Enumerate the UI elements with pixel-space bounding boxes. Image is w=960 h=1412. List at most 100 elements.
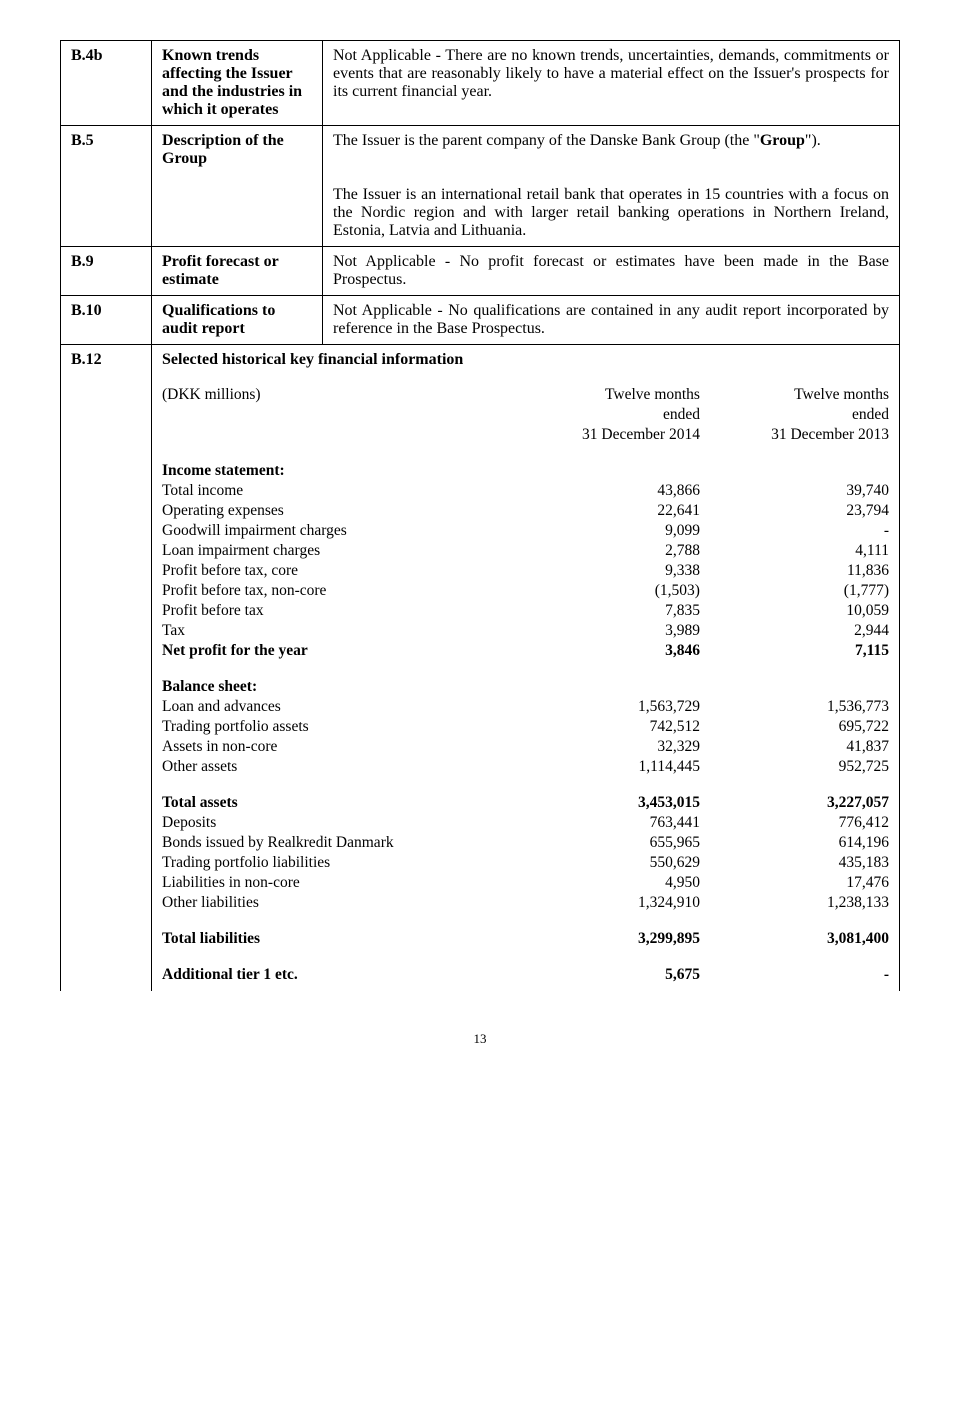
inc-7-a: 3,989 bbox=[511, 621, 700, 641]
b9-label: Profit forecast or estimate bbox=[152, 247, 323, 296]
bal2-0-a: 763,441 bbox=[511, 813, 700, 833]
bal-1-l: Trading portfolio assets bbox=[162, 717, 511, 737]
bal-0-l: Loan and advances bbox=[162, 697, 511, 717]
inc-6-b: 10,059 bbox=[700, 601, 889, 621]
inc-7-b: 2,944 bbox=[700, 621, 889, 641]
bal-2-a: 32,329 bbox=[511, 737, 700, 757]
tl-a: 3,299,895 bbox=[511, 929, 700, 949]
inc-3-a: 2,788 bbox=[511, 541, 700, 561]
row-b5-p1: B.5 Description of the Group The Issuer … bbox=[61, 126, 900, 175]
inc-2-l: Goodwill impairment charges bbox=[162, 521, 511, 541]
net-l: Net profit for the year bbox=[162, 641, 511, 661]
financial-table: (DKK millions) Twelve months Twelve mont… bbox=[162, 385, 889, 985]
at-b: - bbox=[700, 965, 889, 985]
fin-h1b: ended bbox=[511, 405, 700, 425]
bal-2-l: Assets in non-core bbox=[162, 737, 511, 757]
inc-4-l: Profit before tax, core bbox=[162, 561, 511, 581]
b5-empty2 bbox=[152, 174, 323, 247]
inc-2-a: 9,099 bbox=[511, 521, 700, 541]
bal-head: Balance sheet: bbox=[162, 677, 889, 697]
row-b12-body: (DKK millions) Twelve months Twelve mont… bbox=[61, 375, 900, 991]
income-head: Income statement: bbox=[162, 461, 889, 481]
bal-0-b: 1,536,773 bbox=[700, 697, 889, 717]
inc-2-b: - bbox=[700, 521, 889, 541]
tl-l: Total liabilities bbox=[162, 929, 511, 949]
bal2-1-l: Bonds issued by Realkredit Danmark bbox=[162, 833, 511, 853]
b12-id: B.12 bbox=[61, 345, 152, 376]
b4b-text: Not Applicable - There are no known tren… bbox=[323, 41, 900, 126]
ta-b: 3,227,057 bbox=[700, 793, 889, 813]
inc-6-l: Profit before tax bbox=[162, 601, 511, 621]
bal-0-a: 1,563,729 bbox=[511, 697, 700, 717]
b4b-id: B.4b bbox=[61, 41, 152, 126]
row-b10: B.10 Qualifications to audit report Not … bbox=[61, 296, 900, 345]
b12-empty bbox=[61, 375, 152, 991]
inc-1-a: 22,641 bbox=[511, 501, 700, 521]
bal-2-b: 41,837 bbox=[700, 737, 889, 757]
fin-h2b: ended bbox=[700, 405, 889, 425]
inc-4-a: 9,338 bbox=[511, 561, 700, 581]
inc-1-b: 23,794 bbox=[700, 501, 889, 521]
net-b: 7,115 bbox=[700, 641, 889, 661]
inc-0-a: 43,866 bbox=[511, 481, 700, 501]
tl-b: 3,081,400 bbox=[700, 929, 889, 949]
at-l: Additional tier 1 etc. bbox=[162, 965, 511, 985]
page-number: 13 bbox=[60, 1031, 900, 1047]
inc-4-b: 11,836 bbox=[700, 561, 889, 581]
b12-label: Selected historical key financial inform… bbox=[152, 345, 900, 376]
bal2-1-b: 614,196 bbox=[700, 833, 889, 853]
b5-p1b: Group bbox=[760, 132, 805, 149]
row-b9: B.9 Profit forecast or estimate Not Appl… bbox=[61, 247, 900, 296]
bal2-2-a: 550,629 bbox=[511, 853, 700, 873]
inc-6-a: 7,835 bbox=[511, 601, 700, 621]
at-a: 5,675 bbox=[511, 965, 700, 985]
row-b4b: B.4b Known trends affecting the Issuer a… bbox=[61, 41, 900, 126]
bal2-1-a: 655,965 bbox=[511, 833, 700, 853]
b5-p1c: "). bbox=[805, 132, 821, 149]
b5-empty1 bbox=[61, 174, 152, 247]
b5-id: B.5 bbox=[61, 126, 152, 175]
net-a: 3,846 bbox=[511, 641, 700, 661]
bal2-2-b: 435,183 bbox=[700, 853, 889, 873]
bal2-4-l: Other liabilities bbox=[162, 893, 511, 913]
inc-3-l: Loan impairment charges bbox=[162, 541, 511, 561]
bal-1-b: 695,722 bbox=[700, 717, 889, 737]
inc-0-l: Total income bbox=[162, 481, 511, 501]
b5-p1a: The Issuer is the parent company of the … bbox=[333, 132, 760, 149]
inc-1-l: Operating expenses bbox=[162, 501, 511, 521]
bal2-4-b: 1,238,133 bbox=[700, 893, 889, 913]
b10-id: B.10 bbox=[61, 296, 152, 345]
bal2-3-b: 17,476 bbox=[700, 873, 889, 893]
bal-3-a: 1,114,445 bbox=[511, 757, 700, 777]
inc-0-b: 39,740 bbox=[700, 481, 889, 501]
bal2-4-a: 1,324,910 bbox=[511, 893, 700, 913]
fin-h2c: 31 December 2013 bbox=[700, 425, 889, 445]
fin-unit: (DKK millions) bbox=[162, 385, 511, 405]
inc-5-b: (1,777) bbox=[700, 581, 889, 601]
bal-3-l: Other assets bbox=[162, 757, 511, 777]
row-b5-p2: The Issuer is an international retail ba… bbox=[61, 174, 900, 247]
b10-label: Qualifications to audit report bbox=[152, 296, 323, 345]
b9-id: B.9 bbox=[61, 247, 152, 296]
bal2-3-a: 4,950 bbox=[511, 873, 700, 893]
ta-l: Total assets bbox=[162, 793, 511, 813]
bal-3-b: 952,725 bbox=[700, 757, 889, 777]
b12-content: (DKK millions) Twelve months Twelve mont… bbox=[152, 375, 900, 991]
summary-table: B.4b Known trends affecting the Issuer a… bbox=[60, 40, 900, 991]
b9-text: Not Applicable - No profit forecast or e… bbox=[323, 247, 900, 296]
fin-h2a: Twelve months bbox=[700, 385, 889, 405]
b5-label: Description of the Group bbox=[152, 126, 323, 175]
ta-a: 3,453,015 bbox=[511, 793, 700, 813]
b5-p2: The Issuer is an international retail ba… bbox=[323, 174, 900, 247]
bal-1-a: 742,512 bbox=[511, 717, 700, 737]
inc-5-a: (1,503) bbox=[511, 581, 700, 601]
bal2-0-l: Deposits bbox=[162, 813, 511, 833]
inc-7-l: Tax bbox=[162, 621, 511, 641]
b5-p1: The Issuer is the parent company of the … bbox=[323, 126, 900, 175]
bal2-3-l: Liabilities in non-core bbox=[162, 873, 511, 893]
b10-text: Not Applicable - No qualifications are c… bbox=[323, 296, 900, 345]
fin-h1a: Twelve months bbox=[511, 385, 700, 405]
fin-h1c: 31 December 2014 bbox=[511, 425, 700, 445]
bal2-0-b: 776,412 bbox=[700, 813, 889, 833]
inc-3-b: 4,111 bbox=[700, 541, 889, 561]
